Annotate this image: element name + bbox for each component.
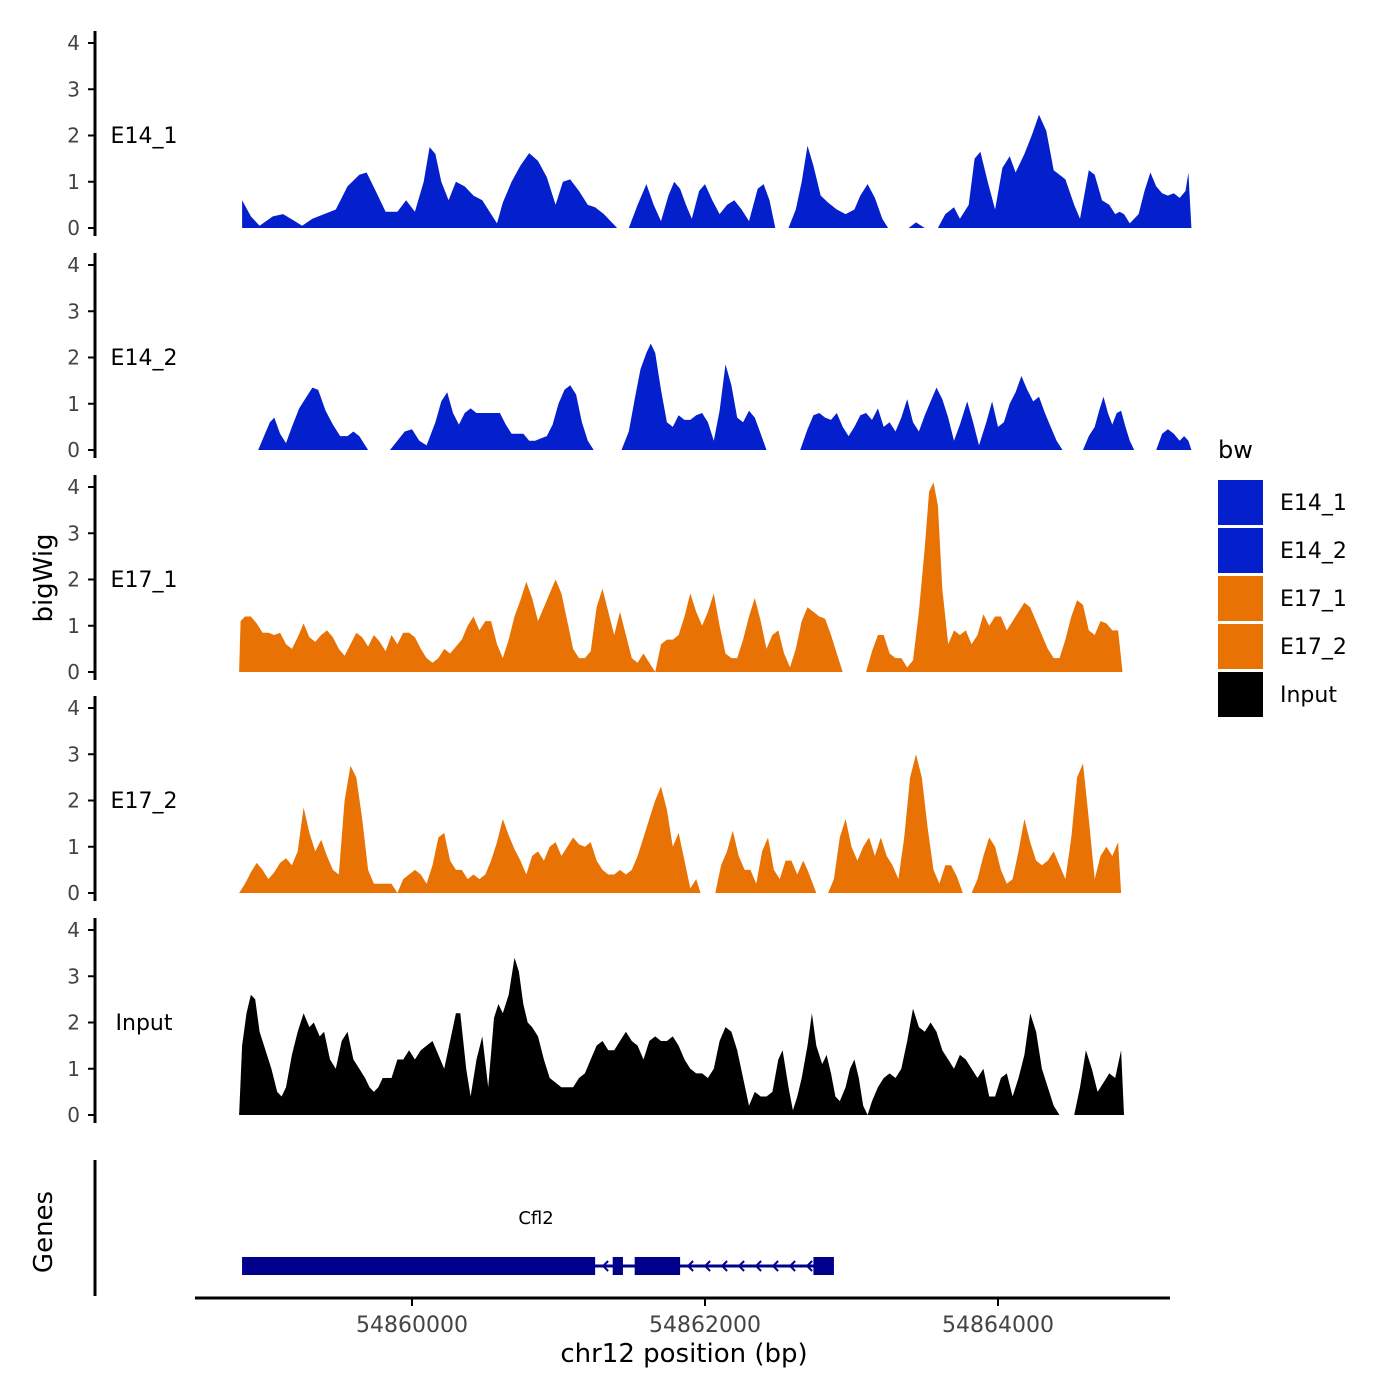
legend-swatch <box>1218 624 1263 669</box>
legend-swatch <box>1218 528 1263 573</box>
legend-label: E14_2 <box>1280 539 1347 564</box>
strand-arrow <box>788 1260 796 1272</box>
track-e14-2: 0 1 2 3 4 E14_2 <box>67 253 1192 462</box>
legend-swatch <box>1218 480 1263 525</box>
y-tick-label: 0 <box>67 660 80 684</box>
x-tick-label: 54864000 <box>942 1313 1054 1338</box>
gene-name-label: Cfl2 <box>518 1208 553 1229</box>
coverage-area-e14-1 <box>628 181 776 228</box>
legend-label: Input <box>1280 683 1337 708</box>
track-e14-1: 0 1 2 3 4 E14_1 <box>67 31 1192 240</box>
gene-cfl2: Cfl2 <box>242 1208 834 1275</box>
y-tick-label: 3 <box>67 299 80 323</box>
legend: bw E14_1 E14_2 E17_1 E17_2 Input <box>1218 436 1347 717</box>
strand-arrow <box>720 1260 728 1272</box>
y-tick-label: 4 <box>67 31 80 55</box>
coverage-area-e17-2 <box>828 754 963 893</box>
gene-exon <box>612 1257 623 1275</box>
coverage-area-e14-2 <box>390 385 594 450</box>
y-tick-label: 2 <box>67 346 80 370</box>
coverage-area-e14-2 <box>258 387 369 450</box>
coverage-area-e17-1 <box>239 579 843 672</box>
genes-track-title: Genes <box>29 1191 59 1273</box>
y-tick-label: 4 <box>67 696 80 720</box>
coverage-area-input <box>239 957 1060 1115</box>
strand-arrow <box>686 1260 694 1272</box>
gene-track: Cfl2 <box>93 1160 834 1296</box>
gene-exon <box>813 1257 834 1275</box>
track-label-e14-2: E14_2 <box>111 346 178 371</box>
legend-label: E17_1 <box>1280 587 1347 612</box>
gene-exon <box>242 1257 596 1275</box>
coverage-area-e14-2 <box>1156 429 1192 450</box>
x-axis-title: chr12 position (bp) <box>560 1339 807 1369</box>
coverage-area-e17-2 <box>239 765 701 893</box>
y-tick-label: 3 <box>67 521 80 545</box>
y-tick-label: 2 <box>67 124 80 148</box>
track-label-e17-1: E17_1 <box>111 568 178 593</box>
coverage-area-e14-2 <box>800 376 1063 450</box>
y-tick-label: 4 <box>67 475 80 499</box>
y-tick-label: 3 <box>67 77 80 101</box>
y-tick-label: 3 <box>67 742 80 766</box>
coverage-area-e14-1 <box>908 222 933 228</box>
track-label-e17-2: E17_2 <box>111 789 178 814</box>
strand-arrow <box>754 1260 762 1272</box>
y-axis-title: bigWig <box>29 533 59 622</box>
y-tick-label: 4 <box>67 918 80 942</box>
coverage-tracks: 0 1 2 3 4 E14_1 0 1 2 3 4 E14_2 0 1 2 3 4 E17_1 0 1 2 3 4 E17_2… <box>67 31 1192 1127</box>
y-tick-label: 2 <box>67 789 80 813</box>
strand-arrow <box>601 1260 609 1272</box>
y-tick-label: 0 <box>67 216 80 240</box>
legend-title: bw <box>1218 436 1253 464</box>
legend-label: E14_1 <box>1280 491 1347 516</box>
y-tick-label: 1 <box>67 392 80 416</box>
track-label-input: Input <box>116 1011 173 1036</box>
coverage-area-e14-1 <box>937 114 1192 228</box>
coverage-area-e17-2 <box>971 763 1122 893</box>
coverage-area-e17-1 <box>866 482 1123 672</box>
y-tick-label: 1 <box>67 1057 80 1081</box>
legend-entry-e17-1: E17_1 <box>1218 576 1347 621</box>
y-tick-label: 0 <box>67 1103 80 1127</box>
track-label-e14-1: E14_1 <box>111 124 178 149</box>
gene-exon <box>634 1257 681 1275</box>
legend-swatch <box>1218 576 1263 621</box>
y-tick-label: 2 <box>67 1011 80 1035</box>
coverage-area-input <box>1074 1050 1124 1115</box>
coverage-area-e14-2 <box>1083 396 1135 450</box>
coverage-area-e17-2 <box>715 830 817 893</box>
coverage-area-e14-2 <box>621 343 767 450</box>
track-e17-2: 0 1 2 3 4 E17_2 <box>67 696 1122 905</box>
y-tick-label: 3 <box>67 964 80 988</box>
legend-swatch <box>1218 672 1263 717</box>
x-tick-label: 54862000 <box>649 1313 761 1338</box>
y-tick-label: 1 <box>67 835 80 859</box>
y-tick-label: 2 <box>67 568 80 592</box>
y-tick-label: 1 <box>67 614 80 638</box>
strand-arrow <box>805 1260 813 1272</box>
track-input: 0 1 2 3 4 Input <box>67 918 1124 1127</box>
x-tick-label: 54860000 <box>356 1313 468 1338</box>
legend-entry-e17-2: E17_2 <box>1218 624 1347 669</box>
strand-arrow <box>771 1260 779 1272</box>
strand-arrow <box>737 1260 745 1272</box>
y-tick-label: 0 <box>67 438 80 462</box>
y-tick-label: 4 <box>67 253 80 277</box>
coverage-area-e14-1 <box>242 147 618 228</box>
y-tick-label: 0 <box>67 881 80 905</box>
legend-entry-e14-1: E14_1 <box>1218 480 1347 525</box>
y-tick-label: 1 <box>67 170 80 194</box>
coverage-area-e14-1 <box>788 145 889 228</box>
strand-arrow <box>703 1260 711 1272</box>
track-e17-1: 0 1 2 3 4 E17_1 <box>67 475 1123 684</box>
legend-label: E17_2 <box>1280 635 1347 660</box>
legend-entry-input: Input <box>1218 672 1337 717</box>
x-axis: 54860000 54862000 54864000 <box>195 1296 1170 1338</box>
legend-entry-e14-2: E14_2 <box>1218 528 1347 573</box>
